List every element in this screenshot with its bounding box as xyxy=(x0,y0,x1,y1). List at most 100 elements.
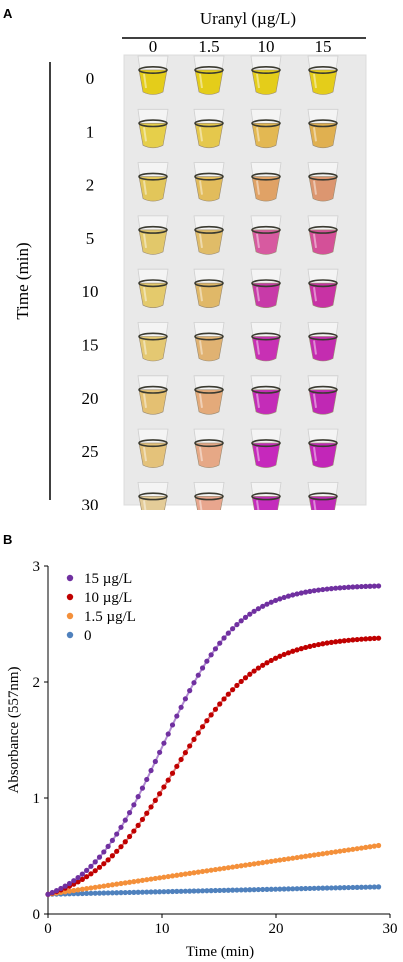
data-point xyxy=(311,852,317,858)
data-point xyxy=(161,784,167,790)
data-point xyxy=(204,658,210,664)
tubes xyxy=(137,55,339,510)
data-point xyxy=(122,880,128,886)
data-point xyxy=(376,635,382,641)
data-point xyxy=(131,879,137,885)
data-point xyxy=(345,884,352,891)
data-point xyxy=(105,857,111,863)
row-label: 30 xyxy=(82,495,99,510)
x-tick-label: 0 xyxy=(44,921,52,937)
data-point xyxy=(358,583,365,590)
data-point xyxy=(285,886,292,892)
data-point xyxy=(135,889,141,895)
data-point xyxy=(242,887,249,893)
data-point xyxy=(298,590,304,596)
data-point xyxy=(358,884,365,890)
data-point xyxy=(96,854,103,860)
row-label: 10 xyxy=(82,282,99,301)
data-point xyxy=(277,857,283,863)
data-point xyxy=(298,854,304,860)
data-point xyxy=(161,874,167,880)
data-point xyxy=(126,833,133,840)
data-point xyxy=(294,854,300,861)
data-point xyxy=(217,887,223,894)
data-point xyxy=(247,861,253,868)
data-point xyxy=(135,794,141,800)
data-point xyxy=(101,890,107,896)
data-points xyxy=(45,583,382,897)
data-point xyxy=(371,583,377,589)
data-point xyxy=(131,802,137,808)
data-point xyxy=(182,750,188,756)
legend-label: 1.5 µg/L xyxy=(84,609,136,625)
data-point xyxy=(328,586,334,592)
data-point xyxy=(221,887,227,893)
tube xyxy=(307,215,339,255)
data-point xyxy=(251,861,257,867)
data-point xyxy=(354,846,360,852)
chart-axes: 0 10 20 30 0 1 2 3 xyxy=(33,559,398,937)
data-point xyxy=(333,885,339,891)
data-point xyxy=(328,849,334,856)
data-point xyxy=(92,868,98,874)
data-point xyxy=(328,885,334,891)
data-point xyxy=(350,846,356,852)
data-point xyxy=(187,870,193,876)
data-point xyxy=(165,777,171,783)
data-point xyxy=(195,869,201,875)
data-point xyxy=(242,862,249,868)
data-point xyxy=(320,885,326,891)
data-point xyxy=(195,730,201,736)
data-point xyxy=(174,872,180,878)
data-point xyxy=(238,678,244,685)
data-point xyxy=(311,642,317,649)
legend-marker xyxy=(66,612,74,620)
data-point xyxy=(122,839,128,845)
data-point xyxy=(341,847,347,854)
data-point xyxy=(182,871,188,877)
data-point xyxy=(84,867,90,873)
tube xyxy=(307,428,339,468)
tube xyxy=(137,268,169,308)
data-point xyxy=(376,842,382,849)
data-point xyxy=(234,682,240,689)
data-point xyxy=(204,888,210,894)
data-point xyxy=(195,672,201,678)
data-point xyxy=(367,844,373,850)
data-point xyxy=(371,635,377,641)
tube xyxy=(137,375,169,415)
data-point xyxy=(131,889,137,895)
data-point xyxy=(337,585,343,591)
tube xyxy=(193,268,225,308)
data-point xyxy=(71,887,77,894)
data-point xyxy=(84,885,90,892)
data-point xyxy=(255,606,261,612)
data-point xyxy=(101,883,107,889)
legend-marker xyxy=(66,631,74,639)
data-point xyxy=(84,874,90,880)
data-point xyxy=(71,878,77,884)
panel-b-absorbance-chart: 0 10 20 30 0 1 2 3 15 µg/L 10 µg/L 1.5 µg/L 0 Time… xyxy=(6,559,398,960)
data-point xyxy=(371,884,377,890)
fit-line xyxy=(47,584,379,896)
row-label: 5 xyxy=(86,229,95,248)
data-point xyxy=(234,863,240,870)
tube xyxy=(250,215,282,255)
data-point xyxy=(281,594,287,601)
data-point xyxy=(178,888,184,894)
data-point xyxy=(277,653,283,659)
data-point xyxy=(277,886,283,892)
data-point xyxy=(148,767,154,774)
row-label: 0 xyxy=(86,69,95,88)
data-point xyxy=(311,885,317,891)
data-point xyxy=(75,887,81,893)
data-point xyxy=(234,621,240,628)
data-point xyxy=(303,589,309,595)
data-point xyxy=(212,866,219,873)
data-point xyxy=(268,858,274,864)
tube xyxy=(250,268,282,308)
tube xyxy=(193,55,225,95)
tube xyxy=(193,162,225,202)
data-point xyxy=(131,828,137,834)
data-point xyxy=(199,724,206,730)
